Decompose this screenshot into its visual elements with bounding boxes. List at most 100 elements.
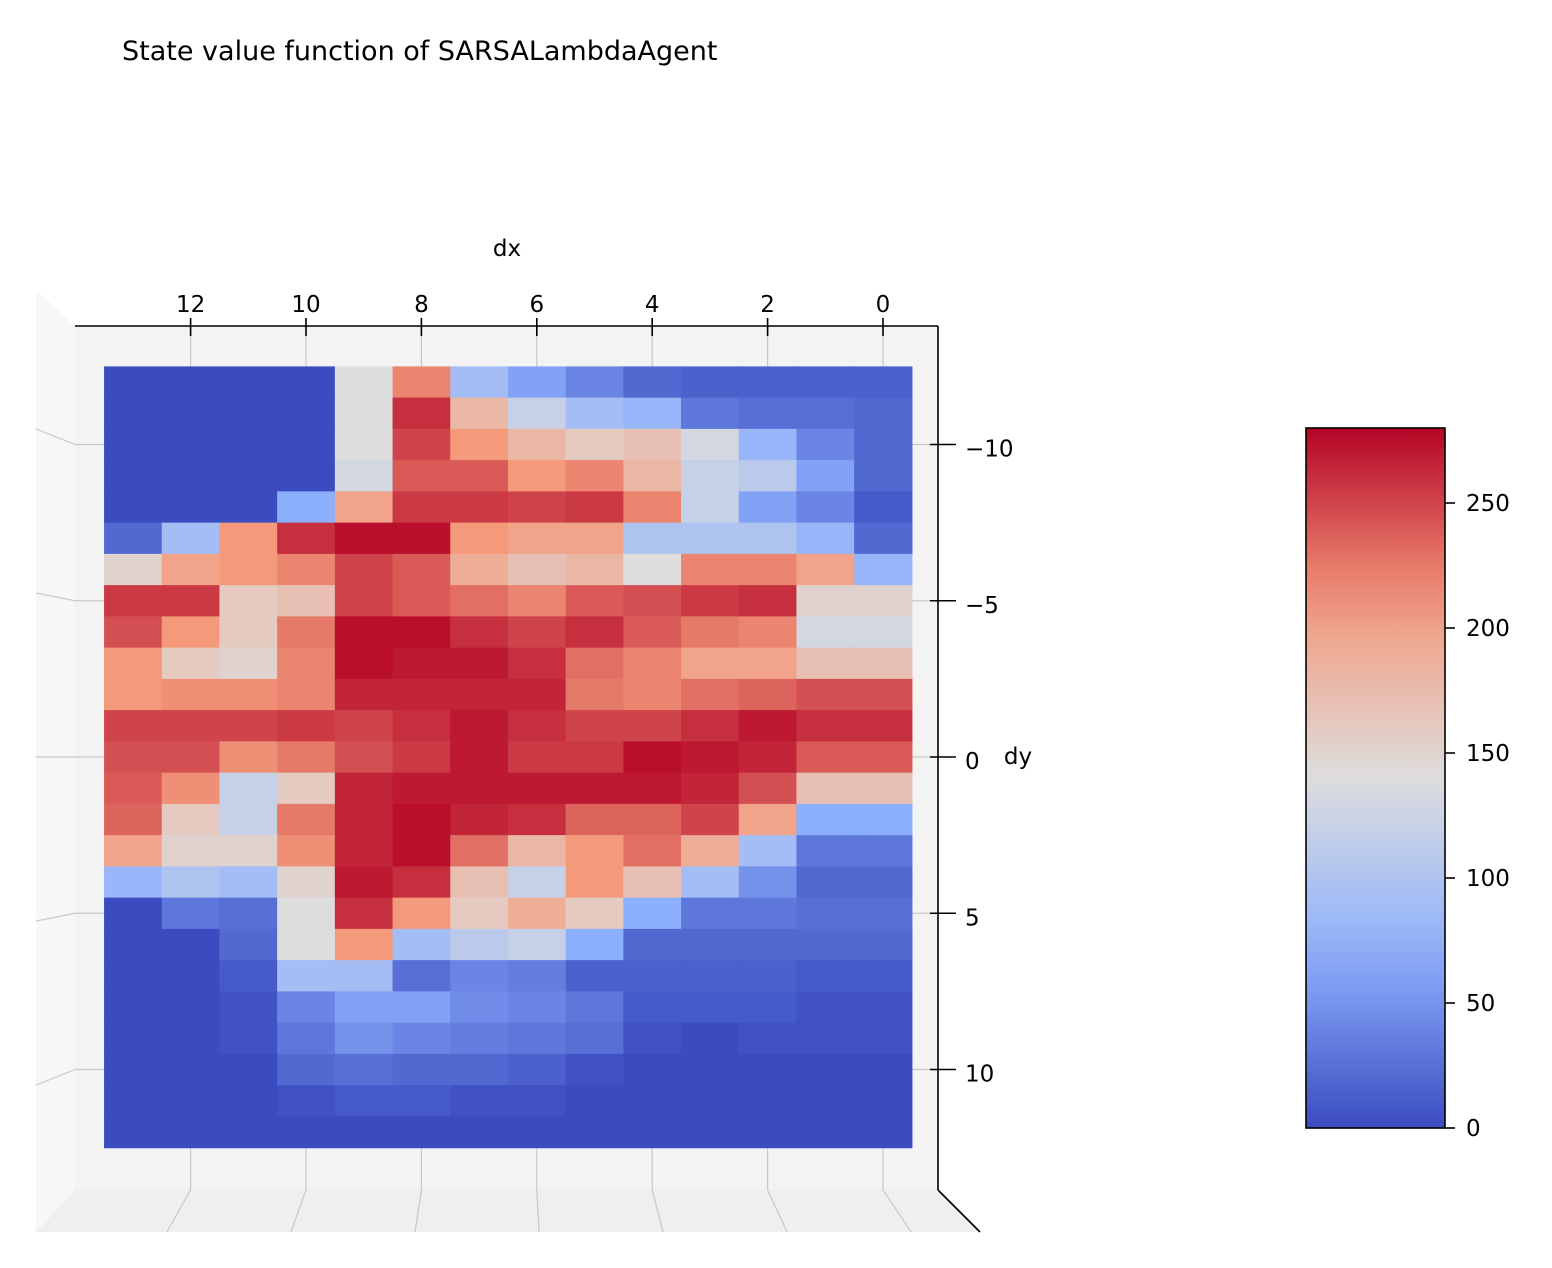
surface-cell xyxy=(623,616,682,649)
surface-cell xyxy=(681,616,740,649)
surface-cell xyxy=(219,366,278,399)
surface-cell xyxy=(681,678,740,711)
y-tick-label: 5 xyxy=(965,905,980,931)
surface-cell xyxy=(219,803,278,836)
surface-cell xyxy=(854,772,913,805)
surface-cell xyxy=(796,397,855,430)
surface-cell xyxy=(796,553,855,586)
surface-cell xyxy=(738,460,798,492)
surface-cell xyxy=(507,835,567,867)
x-tick-label: 0 xyxy=(876,292,891,318)
surface-cell xyxy=(507,991,567,1024)
surface-cell xyxy=(565,428,624,461)
surface-cell xyxy=(392,585,451,617)
surface-cell xyxy=(104,460,163,492)
surface-cell xyxy=(623,835,682,867)
surface-cell xyxy=(623,710,682,742)
surface-cell xyxy=(161,803,221,836)
surface-cell xyxy=(623,647,682,680)
surface-cell xyxy=(277,647,336,680)
surface-cell xyxy=(277,991,336,1024)
surface-cell xyxy=(681,741,740,774)
surface-cell xyxy=(854,991,913,1024)
surface-cell xyxy=(219,647,278,680)
surface-cell xyxy=(334,678,394,711)
surface-cell xyxy=(104,522,163,555)
surface-cell xyxy=(623,928,682,961)
surface-cell xyxy=(104,741,163,774)
z-axis-line xyxy=(937,1189,981,1233)
surface-cell xyxy=(738,647,798,680)
surface-cell xyxy=(161,428,221,461)
surface-cell xyxy=(565,366,624,399)
surface-cell xyxy=(738,928,798,961)
surface-cell xyxy=(623,866,682,899)
surface-cell xyxy=(738,1116,798,1149)
surface-cell xyxy=(104,772,163,805)
axis-spines xyxy=(75,325,981,1233)
surface-cell xyxy=(104,491,163,524)
surface-cell xyxy=(277,866,336,899)
surface-cell xyxy=(104,647,163,680)
surface-cell xyxy=(738,960,798,992)
surface-cell xyxy=(334,772,394,805)
surface-cell xyxy=(334,803,394,836)
surface-cell xyxy=(277,522,336,555)
surface-cell xyxy=(681,460,740,492)
surface-cell xyxy=(104,928,163,961)
surface-cell xyxy=(277,616,336,649)
side-gridline xyxy=(35,592,76,602)
surface-cell xyxy=(334,366,394,399)
surface-cell xyxy=(738,991,798,1024)
surface-cell xyxy=(507,522,567,555)
surface-cell xyxy=(507,553,567,586)
surface-cell xyxy=(507,1085,567,1117)
surface-cell xyxy=(796,522,855,555)
surface-cell xyxy=(796,866,855,899)
surface-cell xyxy=(681,491,740,524)
surface-cell xyxy=(796,1053,855,1086)
surface-cell xyxy=(507,897,567,930)
surface-cell xyxy=(450,585,509,617)
x-tick-label: 8 xyxy=(414,292,429,318)
surface-cell xyxy=(565,1085,624,1117)
surface-cell xyxy=(681,1085,740,1117)
surface-cell xyxy=(334,897,394,930)
surface-cell xyxy=(796,928,855,961)
surface-cell xyxy=(104,803,163,836)
surface-cell xyxy=(623,1085,682,1117)
surface-cell xyxy=(565,1053,624,1086)
surface-cell xyxy=(219,710,278,742)
surface-cell xyxy=(796,585,855,617)
surface-cell xyxy=(450,678,509,711)
surface-cell xyxy=(450,616,509,649)
surface-cell xyxy=(161,616,221,649)
surface-cell xyxy=(161,1085,221,1117)
surface-cell xyxy=(623,991,682,1024)
colorbar-tick-label: 100 xyxy=(1466,866,1510,892)
surface-cell xyxy=(796,366,855,399)
surface-cell xyxy=(104,585,163,617)
colorbar-tick-label: 150 xyxy=(1466,741,1510,767)
surface-cell xyxy=(565,678,624,711)
surface-cell xyxy=(854,585,913,617)
surface-cell xyxy=(854,428,913,461)
surface-cell xyxy=(334,960,394,992)
surface-cell xyxy=(796,647,855,680)
surface-cell xyxy=(161,397,221,430)
surface-cell xyxy=(623,366,682,399)
surface-cell xyxy=(104,866,163,899)
surface-cell xyxy=(738,678,798,711)
surface-cell xyxy=(681,960,740,992)
surface-cell xyxy=(681,803,740,836)
surface-cell xyxy=(738,835,798,867)
surface-cell xyxy=(854,866,913,899)
surface-cell xyxy=(854,710,913,742)
surface-cell xyxy=(738,866,798,899)
floor-gridline xyxy=(882,1189,912,1233)
surface-cell xyxy=(219,991,278,1024)
surface-cell xyxy=(565,647,624,680)
surface-cell xyxy=(681,397,740,430)
surface-cell xyxy=(565,553,624,586)
left-pane xyxy=(36,290,75,1232)
